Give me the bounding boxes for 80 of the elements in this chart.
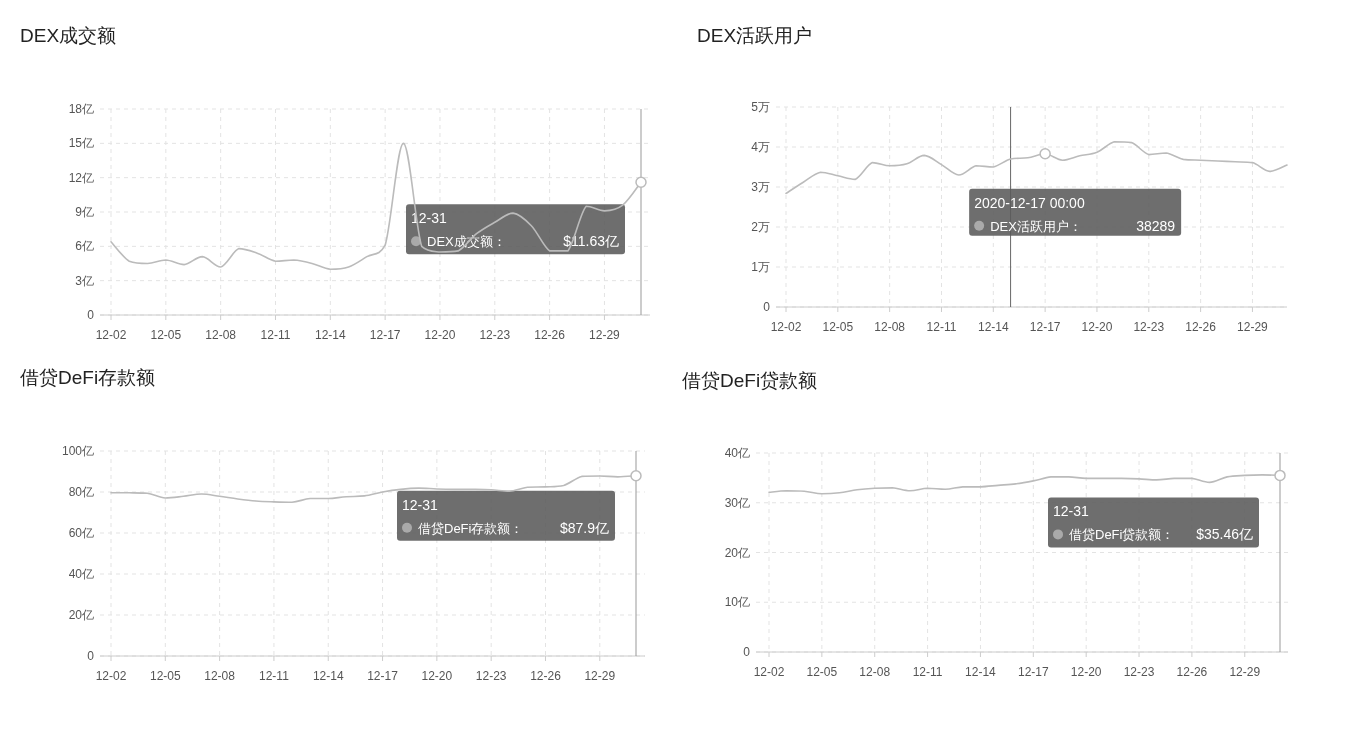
y-tick-label: 60亿 <box>68 526 94 540</box>
x-tick-label: 12-23 <box>475 669 507 683</box>
chart-title: 借贷DeFi存款额 <box>20 367 156 388</box>
x-tick-label: 12-11 <box>259 669 290 683</box>
annotation: 12-31 <box>1053 503 1090 520</box>
y-tick-label: 3万 <box>751 180 770 194</box>
annotation: 借贷DeFi存款额： <box>418 520 524 536</box>
x-tick-label: 12-20 <box>1070 665 1102 679</box>
y-tick-label: 0 <box>87 308 95 322</box>
x-tick-label: 12-02 <box>753 665 785 679</box>
y-tick-label: 0 <box>763 300 771 314</box>
chart-title: DEX成交额 <box>20 25 117 46</box>
x-tick-label: 12-26 <box>1176 665 1208 679</box>
x-tick-label: 12-29 <box>584 669 616 683</box>
x-tick-label: 12-26 <box>534 328 566 342</box>
x-tick-label: 12-17 <box>1017 665 1049 679</box>
x-tick-label: 12-20 <box>421 669 453 683</box>
x-tick-label: 12-26 <box>1185 320 1217 334</box>
x-tick-label: 12-02 <box>95 328 127 342</box>
x-tick-label: 12-20 <box>1081 320 1113 334</box>
annotation: DEX活跃用户： <box>990 218 1082 234</box>
x-tick-label: 12-29 <box>1229 665 1261 679</box>
annotation: 38289 <box>1136 217 1176 234</box>
x-tick-label: 12-05 <box>150 328 182 342</box>
x-tick-label: 12-17 <box>1029 320 1061 334</box>
annotation: 12-31 <box>402 496 439 513</box>
x-tick-label: 12-05 <box>806 665 838 679</box>
y-tick-label: 5万 <box>751 100 770 114</box>
x-tick-label: 12-17 <box>369 328 401 342</box>
x-tick-label: 12-11 <box>260 328 291 342</box>
y-tick-label: 0 <box>743 645 751 659</box>
y-tick-label: 20亿 <box>724 545 750 560</box>
x-tick-label: 12-11 <box>926 320 957 334</box>
y-tick-label: 18亿 <box>68 102 94 116</box>
y-tick-label: 4万 <box>751 140 770 154</box>
x-tick-label: 12-17 <box>367 669 399 683</box>
y-tick-label: 30亿 <box>724 495 750 510</box>
x-tick-label: 12-29 <box>589 328 621 342</box>
y-tick-label: 20亿 <box>68 608 94 622</box>
x-tick-label: 12-08 <box>874 320 906 334</box>
x-tick-label: 12-08 <box>205 328 237 342</box>
x-tick-label: 12-29 <box>1237 320 1269 334</box>
annotation: $87.9亿 <box>559 519 609 536</box>
y-tick-label: 3亿 <box>75 273 94 288</box>
annotation: $11.63亿 <box>563 233 619 250</box>
annotation: 借贷DeFi贷款额： <box>1069 527 1175 543</box>
y-tick-label: 40亿 <box>68 567 94 581</box>
y-tick-label: 1万 <box>751 260 770 274</box>
y-tick-label: 80亿 <box>68 485 94 499</box>
chart-title: 借贷DeFi贷款额 <box>682 370 818 391</box>
x-tick-label: 12-05 <box>149 669 181 683</box>
x-tick-label: 12-14 <box>314 328 346 342</box>
x-tick-label: 12-26 <box>530 669 562 683</box>
x-tick-label: 12-11 <box>912 665 943 679</box>
x-tick-label: 12-14 <box>312 669 344 683</box>
y-tick-label: 9亿 <box>75 205 94 219</box>
x-tick-label: 12-23 <box>1123 665 1155 679</box>
line-series <box>785 141 1288 195</box>
x-tick-label: 12-23 <box>479 328 511 342</box>
x-tick-label: 12-08 <box>204 669 236 683</box>
y-tick-label: 2万 <box>751 220 770 234</box>
chart-title: DEX活跃用户 <box>697 25 813 46</box>
x-tick-label: 12-02 <box>770 320 802 334</box>
y-tick-label: 0 <box>87 649 95 663</box>
y-tick-label: 15亿 <box>68 136 94 151</box>
x-tick-label: 12-14 <box>977 320 1009 334</box>
x-tick-label: 12-23 <box>1133 320 1165 334</box>
annotation: 12-31 <box>411 210 448 227</box>
y-tick-label: 6亿 <box>75 239 94 254</box>
x-tick-label: 12-08 <box>859 665 891 679</box>
x-tick-label: 12-20 <box>424 328 456 342</box>
annotation: 2020-12-17 00:00 <box>974 194 1085 211</box>
annotation: $35.46亿 <box>1196 526 1253 543</box>
x-tick-label: 12-05 <box>822 320 854 334</box>
x-tick-label: 12-02 <box>95 669 127 683</box>
y-tick-label: 40亿 <box>724 446 750 460</box>
y-tick-label: 12亿 <box>68 170 94 185</box>
y-tick-label: 100亿 <box>61 444 94 458</box>
x-tick-label: 12-14 <box>965 665 997 679</box>
y-tick-label: 10亿 <box>724 595 750 610</box>
